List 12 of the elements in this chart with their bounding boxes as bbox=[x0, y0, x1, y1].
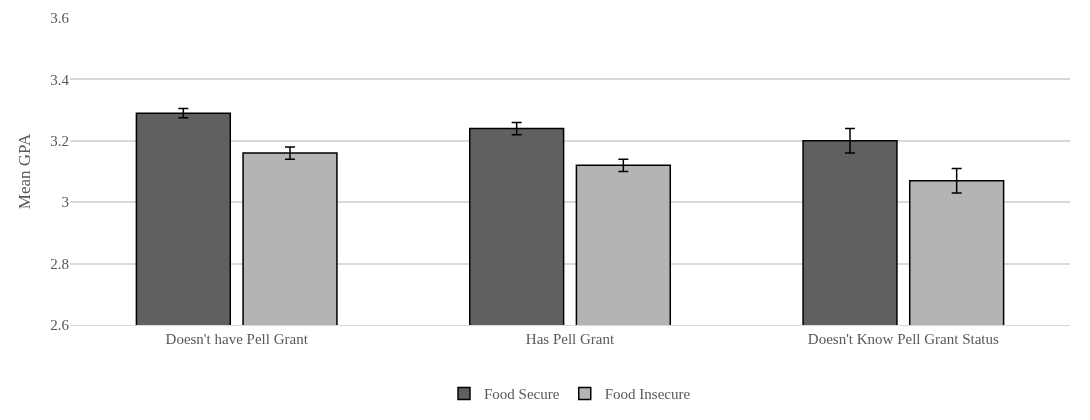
y-tick-label: 3.4 bbox=[50, 71, 70, 88]
y-tick-label: 3.6 bbox=[50, 10, 70, 27]
y-tick-label: 3 bbox=[61, 194, 69, 211]
legend-label: Food Insecure bbox=[604, 386, 691, 403]
x-tick-label: Has Pell Grant bbox=[525, 331, 615, 347]
x-tick-label: Doesn't Know Pell Grant Status bbox=[807, 331, 999, 347]
x-tick-label: Doesn't have Pell Grant bbox=[165, 331, 309, 347]
y-tick-label: 2.8 bbox=[50, 255, 69, 272]
y-tick-label: 3.2 bbox=[50, 133, 69, 150]
legend-label: Food Secure bbox=[484, 386, 560, 403]
y-axis-title: Mean GPA bbox=[14, 133, 34, 210]
y-tick-label: 2.6 bbox=[50, 317, 70, 334]
